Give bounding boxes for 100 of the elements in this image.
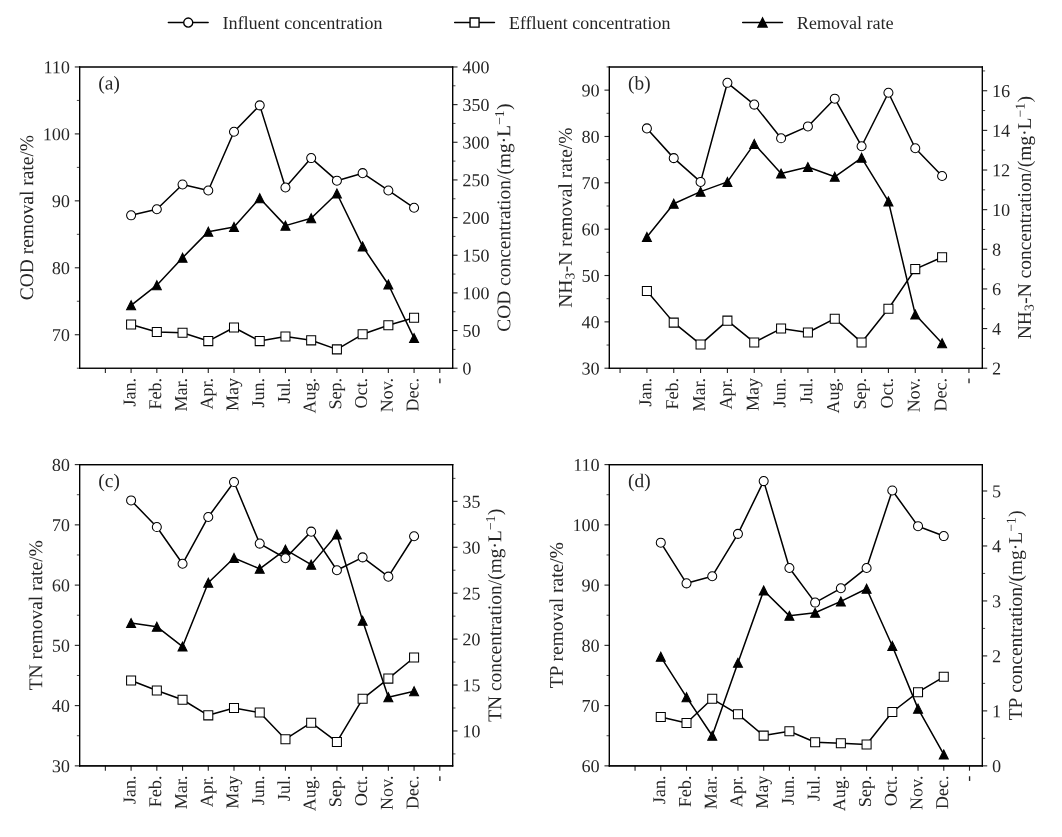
- point: [409, 312, 420, 323]
- point: [280, 734, 291, 745]
- point: [280, 553, 291, 564]
- point: [203, 336, 214, 347]
- y2-tick-label: 250: [463, 174, 489, 187]
- point: [254, 336, 265, 347]
- chart-title: (b): [628, 76, 650, 94]
- y2-tick-label: 100: [463, 287, 489, 300]
- point: [409, 686, 420, 697]
- y2-tick-label: 200: [463, 211, 489, 225]
- y2-tick-label: 10: [463, 725, 480, 738]
- y2-tick-label: 350: [463, 98, 489, 112]
- x-tick-label: Jun.: [773, 379, 786, 408]
- y-tick-label: 60: [582, 223, 599, 236]
- point: [938, 749, 949, 760]
- point: [835, 596, 846, 607]
- point: [722, 77, 733, 88]
- point: [228, 322, 240, 333]
- x-tick-label: Apr.: [200, 776, 217, 807]
- y-tick-label: 30: [52, 760, 70, 773]
- point: [383, 692, 394, 703]
- point: [306, 526, 317, 537]
- point: [306, 213, 317, 224]
- point: [331, 188, 342, 199]
- x-tick-label: Jun.: [781, 776, 795, 805]
- y2-tick-label: 6: [992, 283, 1001, 296]
- x-tick-label: Nov.: [910, 776, 923, 810]
- y-tick-label: 70: [53, 328, 70, 342]
- y2-tick-label: 400: [462, 61, 489, 74]
- x-tick-label: Oct.: [880, 379, 894, 408]
- point: [749, 337, 760, 348]
- point: [655, 651, 666, 662]
- point: [758, 476, 769, 487]
- x-tick-label: Sep.: [853, 379, 870, 409]
- x-tick-label: -: [439, 776, 441, 781]
- x-tick-label: Dec.: [934, 379, 947, 411]
- point: [861, 562, 872, 573]
- point: [707, 730, 718, 741]
- point: [913, 703, 924, 714]
- y2-tick-label: 20: [463, 633, 480, 646]
- y-tick-label: 100: [574, 519, 599, 532]
- x-tick-label: -: [439, 378, 441, 384]
- y-tick-label: 90: [582, 84, 599, 97]
- y2-tick-label: 12: [993, 164, 1010, 177]
- point: [383, 185, 394, 196]
- point: [722, 315, 733, 326]
- point: [177, 252, 188, 263]
- x-tick-label: Apr.: [200, 379, 217, 410]
- point: [409, 202, 420, 213]
- x-tick-label: Oct.: [884, 776, 897, 806]
- point: [707, 571, 718, 582]
- x-tick-label: -: [968, 378, 970, 384]
- point: [126, 319, 137, 330]
- point: [228, 702, 240, 714]
- point: [177, 558, 188, 569]
- chart-title: (c): [99, 473, 120, 492]
- y2-tick-label: 1: [993, 705, 1001, 718]
- point: [280, 220, 291, 231]
- x-tick-label: Jan.: [639, 379, 652, 407]
- point: [254, 707, 265, 718]
- point: [126, 210, 137, 221]
- y-tick-label: 70: [53, 519, 70, 532]
- x-tick-label: Aug.: [303, 379, 320, 414]
- x-tick-label: Jul.: [799, 379, 813, 404]
- point: [887, 706, 898, 718]
- y-axis-title: TN removal rate/%: [28, 540, 43, 690]
- point: [306, 559, 317, 570]
- point: [856, 152, 867, 163]
- chart-title: (a): [99, 76, 120, 94]
- point: [887, 485, 898, 496]
- x-tick-label: Mar.: [175, 776, 188, 809]
- point: [810, 597, 821, 608]
- point: [177, 694, 188, 705]
- point: [306, 335, 317, 346]
- point: [151, 204, 162, 215]
- point: [203, 511, 214, 522]
- point: [357, 615, 368, 626]
- legend-label: Effluent concentration: [509, 16, 671, 30]
- point: [732, 528, 743, 539]
- point: [655, 537, 666, 548]
- x-tick-label: Jun.: [252, 776, 265, 805]
- point: [732, 709, 743, 720]
- x-tick-label: Dec.: [406, 776, 419, 809]
- point: [883, 303, 894, 314]
- point: [357, 329, 368, 340]
- x-tick-label: Mar.: [693, 379, 706, 412]
- y2-tick-label: 4: [992, 540, 1001, 553]
- point: [776, 168, 787, 179]
- y2-axis-title: TN concentration/(mg·L$^{−1}$): [486, 509, 506, 722]
- y-tick-label: 90: [582, 579, 599, 592]
- point: [695, 186, 706, 197]
- point: [228, 552, 240, 564]
- point: [668, 317, 679, 328]
- point: [306, 717, 317, 728]
- point: [641, 285, 652, 296]
- point: [655, 711, 666, 722]
- x-tick-label: Nov.: [380, 776, 393, 810]
- point: [887, 640, 898, 651]
- point: [776, 133, 787, 144]
- point: [722, 176, 733, 187]
